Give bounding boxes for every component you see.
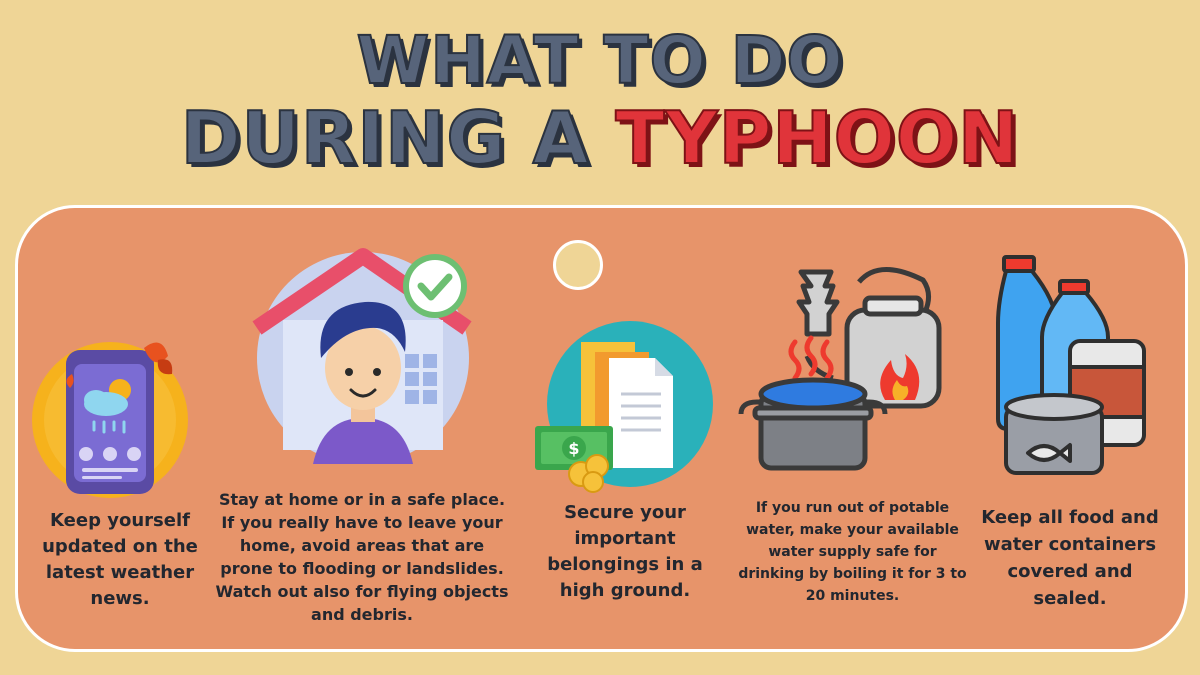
- title-line-1: WHAT TO DO: [356, 22, 844, 99]
- boiling-water-kettle-icon: [738, 267, 942, 471]
- documents-money-icon: $: [535, 321, 713, 493]
- title-line-2: DURING A TYPHOON: [0, 101, 1200, 175]
- dollar-sign: $: [568, 439, 579, 458]
- tip-weather-news-text: Keep yourself updated on the latest weat…: [42, 510, 198, 609]
- food-water-containers-icon: [996, 255, 1146, 475]
- tip-secure-belongings-text: Secure your important belongings in a hi…: [547, 502, 703, 601]
- tip-stay-home-text: Stay at home or in a safe place. If you …: [215, 490, 509, 624]
- smartphone-weather-icon: [32, 342, 188, 498]
- title-line-2-prefix: DURING A: [180, 96, 616, 180]
- card-hole: [553, 240, 603, 290]
- tip-boil-water-text: If you run out of potable water, make yo…: [738, 500, 967, 604]
- infographic-title: WHAT TO DO DURING A TYPHOON: [0, 22, 1200, 182]
- person-at-home-icon: [252, 248, 472, 464]
- tip-cover-containers-text: Keep all food and water containers cover…: [981, 507, 1159, 609]
- title-highlight-word: TYPHOON: [614, 96, 1020, 180]
